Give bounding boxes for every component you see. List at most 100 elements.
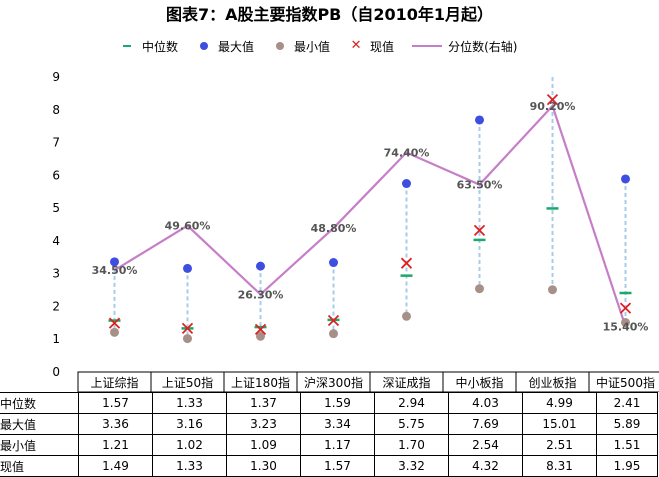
- y-tick-label: 2: [52, 299, 60, 313]
- max-point: [621, 174, 630, 184]
- median-dash-icon: [120, 39, 136, 53]
- percentile-data-label: 90.20%: [530, 100, 576, 113]
- min-point: [183, 334, 192, 344]
- min-point: [621, 318, 630, 328]
- row-label-median: 中位数: [0, 392, 79, 414]
- table-row: 中位数 1.57 1.33 1.37 1.59 2.94 4.03 4.99 2…: [0, 392, 658, 414]
- x-tick-label: 上证综指: [90, 375, 138, 390]
- table-cell: 4.32: [448, 455, 523, 477]
- x-tick-label: 深证成指: [382, 375, 430, 390]
- x-tick-label: 创业板指: [528, 375, 576, 390]
- table-cell: 5.89: [596, 413, 658, 435]
- table-cell: 3.32: [374, 455, 449, 477]
- table-cell: 4.99: [522, 392, 597, 414]
- legend-label-current: 现值: [370, 39, 395, 54]
- y-tick-label: 3: [52, 267, 60, 281]
- table-cell: 3.23: [226, 413, 301, 435]
- table-cell: 1.49: [78, 455, 153, 477]
- current-point: [327, 314, 340, 327]
- table-cell: 1.51: [596, 434, 658, 456]
- y-tick-label: 9: [52, 70, 60, 84]
- current-point: [473, 224, 486, 237]
- percentile-data-label: 49.60%: [165, 220, 211, 233]
- row-label-min: 最小值: [0, 434, 79, 456]
- min-point: [110, 327, 119, 337]
- current-point: [254, 323, 267, 336]
- min-dot-icon: [272, 39, 288, 53]
- max-point: [183, 263, 192, 273]
- min-point: [329, 329, 338, 339]
- x-tick-label: 上证180指: [231, 375, 290, 390]
- legend-label-max: 最大值: [218, 39, 255, 54]
- table-cell: 2.51: [522, 434, 597, 456]
- row-label-current: 现值: [0, 455, 79, 477]
- chart-plot: 0 1 2 3 4 5 6 7 8 9 上证综指 上证50指 上证180指 沪深300指 深证成指 中小板指 创…: [52, 70, 659, 392]
- y-tick-label: 5: [52, 201, 60, 215]
- y-tick-label: 7: [52, 136, 60, 150]
- current-cross-icon: ✕: [350, 38, 362, 53]
- table-row: 最小值 1.21 1.02 1.09 1.17 1.70 2.54 2.51 1…: [0, 434, 658, 456]
- min-point: [475, 284, 484, 294]
- table-row: 最大值 3.36 3.16 3.23 3.34 5.75 7.69 15.01 …: [0, 413, 658, 435]
- max-point: [475, 115, 484, 125]
- table-cell: 1.33: [152, 455, 227, 477]
- y-tick-label: 8: [52, 103, 60, 117]
- percentile-line-icon: [412, 39, 443, 53]
- y-tick-label: 1: [52, 332, 60, 346]
- max-point: [256, 261, 265, 271]
- current-point: [619, 302, 632, 314]
- min-point: [402, 311, 411, 321]
- table-cell: 3.36: [78, 413, 153, 435]
- table-cell: 1.57: [78, 392, 153, 414]
- table-cell: 1.21: [78, 434, 153, 456]
- max-point: [110, 257, 119, 267]
- percentile-data-label: 34.50%: [92, 264, 138, 277]
- table-cell: 2.41: [596, 392, 658, 414]
- x-tick-label: 中证500指: [596, 375, 655, 390]
- table-cell: 15.01: [522, 413, 597, 435]
- min-point: [548, 285, 557, 295]
- max-point: [402, 179, 411, 189]
- percentile-data-label: 26.30%: [238, 288, 284, 301]
- current-point: [546, 93, 559, 106]
- table-cell: 2.94: [374, 392, 449, 414]
- max-point: [329, 258, 338, 268]
- table-cell: 1.33: [152, 392, 227, 414]
- table-cell: 4.03: [448, 392, 523, 414]
- table-cell: 1.57: [300, 455, 375, 477]
- legend-item-min: 最小值: [272, 38, 330, 55]
- table-cell: 3.16: [152, 413, 227, 435]
- data-table: 中位数 1.57 1.33 1.37 1.59 2.94 4.03 4.99 2…: [0, 392, 658, 477]
- table-cell: 1.09: [226, 434, 301, 456]
- current-point: [108, 317, 121, 329]
- table-cell: 1.02: [152, 434, 227, 456]
- percentile-line: [113, 103, 627, 327]
- table-cell: 2.54: [448, 434, 523, 456]
- legend-item-median: 中位数: [120, 38, 178, 55]
- legend-label-percentile: 分位数(右轴): [448, 39, 518, 54]
- table-row: 现值 1.49 1.33 1.30 1.57 3.32 4.32 8.31 1.…: [0, 455, 658, 477]
- table-cell: 1.59: [300, 392, 375, 414]
- table-cell: 1.37: [226, 392, 301, 414]
- percentile-data-label: 74.40%: [384, 147, 430, 160]
- legend-item-percentile: 分位数(右轴): [412, 38, 517, 55]
- max-dot-icon: [196, 39, 212, 53]
- table-cell: 1.70: [374, 434, 449, 456]
- current-point: [181, 322, 194, 335]
- legend: 中位数 最大值 最小值 ✕ 现值 分位数(右轴): [120, 36, 535, 56]
- table-cell: 3.34: [300, 413, 375, 435]
- legend-item-max: 最大值: [196, 38, 254, 55]
- x-tick-label: 上证50指: [162, 375, 213, 390]
- table-cell: 5.75: [374, 413, 449, 435]
- percentile-data-label: 63.50%: [457, 179, 503, 192]
- category-cell: [588, 371, 659, 392]
- table-cell: 1.30: [226, 455, 301, 477]
- row-label-max: 最大值: [0, 413, 79, 435]
- table-cell: 1.17: [300, 434, 375, 456]
- legend-label-min: 最小值: [294, 39, 331, 54]
- x-tick-label: 中小板指: [455, 375, 503, 390]
- table-cell: 8.31: [522, 455, 597, 477]
- chart-title: 图表7：A股主要指数PB（自2010年1月起）: [165, 5, 494, 24]
- percentile-data-label: 48.80%: [311, 222, 357, 235]
- y-tick-label: 4: [52, 234, 60, 248]
